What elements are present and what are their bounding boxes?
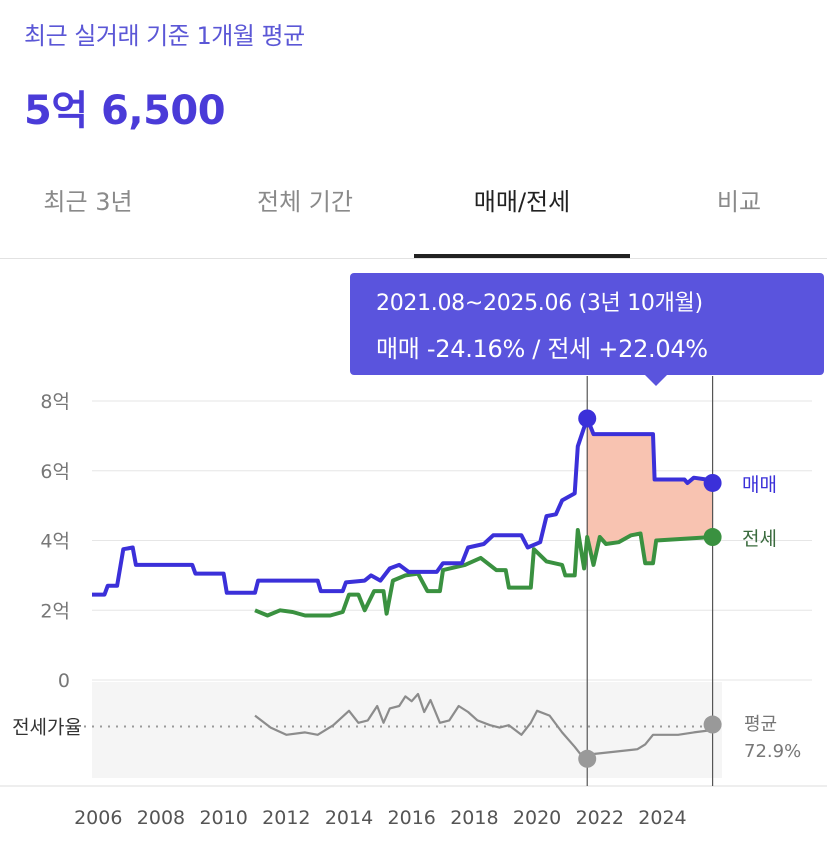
- x-tick-label: 2024: [638, 807, 686, 829]
- sale-series-label: 매매: [742, 474, 777, 496]
- tooltip-arrow: [644, 374, 668, 386]
- sale-end-point: [703, 473, 722, 492]
- range-tooltip: 2021.08~2025.06 (3년 10개월) 매매 -24.16% / 전…: [350, 273, 824, 375]
- tab-bar: 최근 3년 전체 기간 매매/전세 비교: [0, 172, 827, 259]
- y-tick-label: 0: [58, 670, 70, 692]
- y-tick-label: 8억: [40, 391, 70, 413]
- y-tick-label: 6억: [40, 461, 70, 483]
- x-tick-label: 2012: [262, 807, 310, 829]
- price-chart[interactable]: 8억 6억 4억 2억 0 2006 2008 2010 2012 2014 2016 2018 202…: [0, 262, 827, 841]
- y-tick-label: 4억: [40, 531, 70, 553]
- ratio-end-point: [703, 715, 722, 734]
- x-tick-label: 2010: [199, 807, 247, 829]
- x-tick-label: 2008: [137, 807, 185, 829]
- y-tick-label: 2억: [40, 600, 70, 622]
- average-price: 5억 6,500: [24, 88, 226, 134]
- ratio-series-line: [254, 692, 713, 760]
- page-subtitle: 최근 실거래 기준 1개월 평균: [24, 22, 305, 50]
- x-tick-label: 2022: [576, 807, 624, 829]
- ratio-axis-label: 전세가율: [12, 717, 82, 739]
- x-tick-label: 2014: [325, 807, 373, 829]
- ratio-average-label: 평균: [744, 714, 777, 735]
- ratio-average-value: 72.9%: [744, 741, 801, 762]
- tab-compare[interactable]: 비교: [716, 188, 762, 216]
- x-tick-label: 2018: [450, 807, 498, 829]
- jeonse-end-point: [703, 528, 722, 547]
- tooltip-changes: 매매 -24.16% / 전세 +22.04%: [376, 335, 708, 363]
- tab-all-period[interactable]: 전체 기간: [257, 188, 353, 216]
- x-tick-label: 2006: [74, 807, 122, 829]
- tooltip-period: 2021.08~2025.06 (3년 10개월): [376, 291, 703, 316]
- jeonse-series-line: [254, 528, 713, 618]
- ratio-range-start-point: [578, 749, 597, 768]
- sale-range-start-point: [578, 409, 597, 428]
- jeonse-series-label: 전세: [742, 528, 777, 550]
- active-tab-indicator: [414, 254, 630, 258]
- x-tick-label: 2016: [388, 807, 436, 829]
- tab-sale-jeonse[interactable]: 매매/전세: [473, 188, 571, 216]
- tab-recent-3y[interactable]: 최근 3년: [43, 188, 133, 216]
- x-tick-label: 2020: [513, 807, 561, 829]
